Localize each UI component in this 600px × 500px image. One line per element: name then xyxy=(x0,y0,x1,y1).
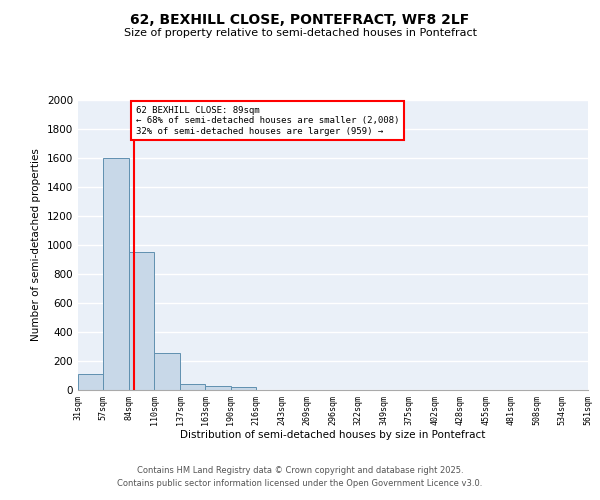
Text: Size of property relative to semi-detached houses in Pontefract: Size of property relative to semi-detach… xyxy=(124,28,476,38)
Bar xyxy=(154,353,180,390)
Bar xyxy=(231,388,256,390)
Bar xyxy=(78,374,103,390)
Text: 62 BEXHILL CLOSE: 89sqm
← 68% of semi-detached houses are smaller (2,008)
32% of: 62 BEXHILL CLOSE: 89sqm ← 68% of semi-de… xyxy=(136,106,399,136)
Text: 62, BEXHILL CLOSE, PONTEFRACT, WF8 2LF: 62, BEXHILL CLOSE, PONTEFRACT, WF8 2LF xyxy=(130,12,470,26)
Bar xyxy=(180,384,205,390)
Text: Contains HM Land Registry data © Crown copyright and database right 2025.
Contai: Contains HM Land Registry data © Crown c… xyxy=(118,466,482,487)
Bar xyxy=(205,386,231,390)
X-axis label: Distribution of semi-detached houses by size in Pontefract: Distribution of semi-detached houses by … xyxy=(181,430,485,440)
Bar xyxy=(103,158,129,390)
Bar xyxy=(129,252,154,390)
Y-axis label: Number of semi-detached properties: Number of semi-detached properties xyxy=(31,148,41,342)
